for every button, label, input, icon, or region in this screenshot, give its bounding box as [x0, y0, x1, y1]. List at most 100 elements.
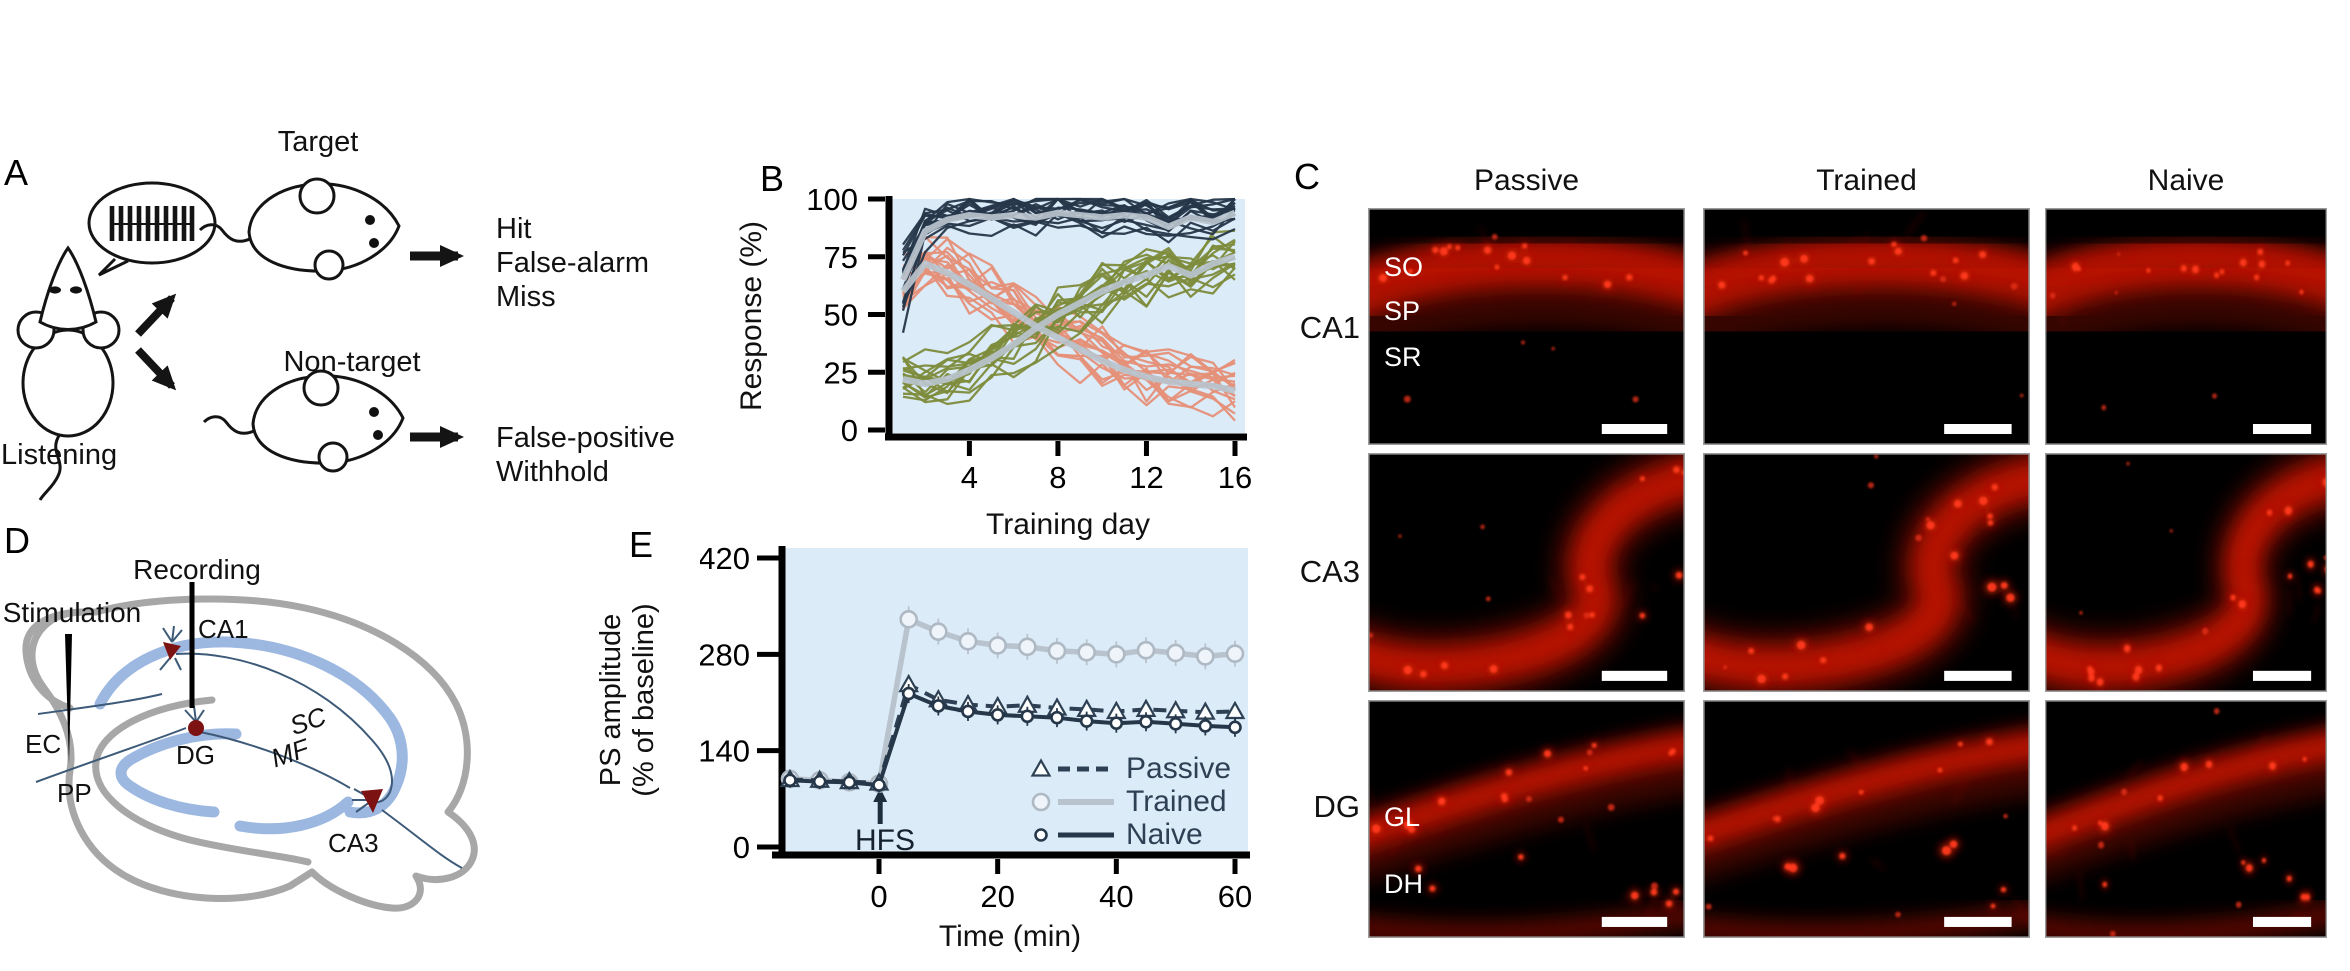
scale-bar: [2252, 424, 2312, 434]
y-tick-label: 100: [806, 182, 858, 217]
legend-sample-trained: [1031, 792, 1114, 811]
pp-pathway-label: PP: [57, 778, 92, 808]
arrow-to-non-target-icon: [135, 347, 177, 391]
training-performance-chart: 0 25 50 75 100 4 8 12 16: [806, 182, 1252, 495]
individual-animal-line-hit: [901, 214, 1236, 334]
x-tick-label: 12: [1129, 460, 1163, 495]
hfs-label: HFS: [855, 824, 915, 857]
x-tick-label: 4: [961, 460, 978, 495]
legend-entry-trained: Trained: [1028, 785, 1231, 818]
marker-circle-small: [783, 773, 797, 788]
region-label-sr: SR: [1384, 342, 1422, 372]
scale-bar: [1601, 670, 1668, 681]
scale-bar: [2252, 670, 2312, 681]
marker-circle: [1136, 640, 1156, 660]
marker-circle-small: [872, 778, 886, 792]
non-target-outcomes-list: False-positive Withhold: [496, 421, 675, 489]
individual-animal-line-withhold: [902, 243, 1236, 381]
panel-a-label: A: [4, 152, 29, 193]
panel-c-label: C: [1294, 156, 1320, 197]
scale-bar: [1944, 670, 2012, 681]
marker-circle-small: [1139, 714, 1153, 729]
panel-e-y-axis-title-line1: PS amplitude: [595, 613, 627, 787]
region-label-dh: DH: [1384, 869, 1423, 899]
marker-circle-small: [1168, 717, 1183, 731]
ca1-region-label: CA1: [198, 614, 249, 644]
marker-circle-small: [990, 708, 1005, 722]
flow-arrows: [135, 245, 464, 448]
y-tick-label: 420: [700, 541, 750, 576]
mean-line-false-alarm: [900, 260, 1236, 394]
x-tick-label: 40: [1099, 879, 1133, 914]
individual-animal-line-false-alarm: [902, 270, 1236, 418]
stimulation-label: Stimulation: [2, 597, 142, 628]
dg-region-label: DG: [176, 740, 215, 770]
individual-animal-line-hit: [902, 197, 1236, 251]
scale-bar: [1944, 424, 2012, 434]
panel-b-x-axis-title: Training day: [986, 508, 1150, 541]
panel-d-label: D: [4, 520, 30, 561]
scale-bar: [1601, 916, 1668, 927]
marker-circle-small: [1228, 720, 1242, 735]
individual-animal-line-false-alarm: [902, 251, 1236, 388]
column-header-trained: Trained: [1816, 164, 1917, 197]
marker-circle-small: [1050, 710, 1064, 725]
series-line-naive: [789, 691, 1236, 788]
outcome-label: False-alarm: [496, 247, 650, 279]
cell-layer-bands: [94, 636, 408, 835]
marker-circle: [1077, 642, 1096, 662]
marker-circle-small: [1109, 716, 1124, 730]
stimulation-electrode: [65, 634, 72, 765]
row-label-ca1: CA1: [1299, 310, 1360, 345]
outcome-label: Hit: [496, 213, 532, 245]
panel-e-y-axis-title-line2: (% of baseline): [628, 603, 660, 797]
marker-circle-small: [1034, 827, 1048, 842]
scale-bar: [2252, 916, 2312, 927]
column-header-passive: Passive: [1473, 164, 1580, 197]
target-label: Target: [277, 126, 359, 158]
electrodes: [65, 582, 195, 765]
region-label-sp: SP: [1384, 296, 1421, 326]
x-tick-label: 60: [1218, 879, 1252, 914]
marker-circle-small: [961, 704, 975, 719]
row-label-dg: DG: [1313, 789, 1361, 824]
scale-bar: [1601, 424, 1668, 434]
arrow-to-target-icon: [135, 293, 177, 337]
panel-e-x-axis-title: Time (min): [938, 920, 1082, 953]
x-tick-label: 8: [1049, 460, 1066, 495]
marker-triangle: [1030, 757, 1052, 777]
legend-label: Naive: [1126, 817, 1203, 851]
y-tick-label: 25: [824, 355, 858, 390]
marker-circle: [899, 609, 918, 629]
outcome-label: False-positive: [496, 422, 675, 454]
y-tick-label: 280: [700, 637, 750, 672]
ca3-region-label: CA3: [328, 828, 379, 858]
marker-circle-small: [812, 774, 827, 789]
micrograph-dg-naive: [2045, 700, 2327, 938]
hippocampus-circuit-drawing: [22, 582, 478, 912]
row-label-ca3: CA3: [1299, 554, 1360, 589]
panel-e-y-axis-title: PS amplitude (% of baseline): [595, 603, 661, 796]
ltp-amplitude-chart: 0 140 280 420 0 20 40 60: [700, 541, 1252, 914]
panel-e-legend: Passive Trained Naive: [1028, 752, 1231, 851]
listening-label: Listening: [1, 439, 118, 471]
hfs-arrowhead-icon: [873, 788, 888, 802]
non-target-mouse-drawing: [202, 369, 405, 473]
micrograph-ca3-trained: [1703, 453, 2030, 692]
legend-sample-passive: [1030, 757, 1114, 777]
individual-animal-line-false-alarm: [902, 237, 1236, 373]
y-tick-label: 140: [700, 734, 750, 769]
marker-circle: [1031, 792, 1051, 811]
marker-circle: [1107, 645, 1126, 664]
y-tick-label: 75: [824, 240, 858, 275]
plot-background: [892, 199, 1245, 433]
legend-label: Trained: [1126, 784, 1227, 818]
micrograph-ca1-naive: [2045, 208, 2327, 445]
marker-circle: [1225, 644, 1245, 663]
x-tick-label: 20: [980, 879, 1014, 914]
marker-circle: [1196, 647, 1215, 666]
neuron-somata: [163, 642, 383, 813]
y-tick-label: 0: [733, 830, 750, 865]
scale-bar: [1944, 916, 2012, 927]
